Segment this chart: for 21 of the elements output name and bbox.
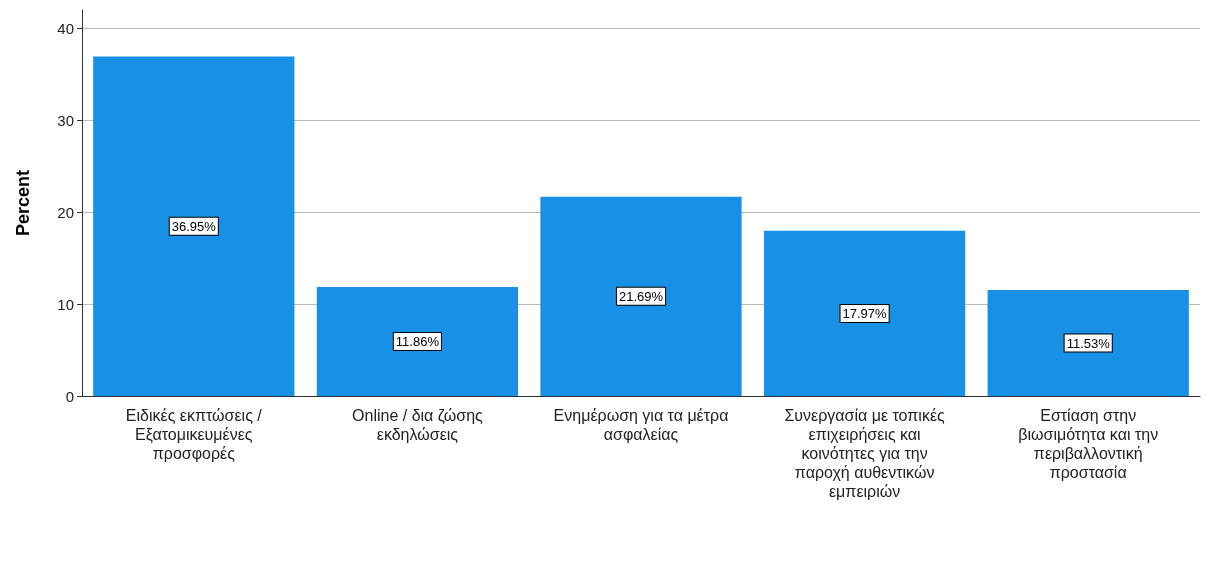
data-label: 36.95% xyxy=(171,218,217,234)
y-tick-label: 10 xyxy=(57,295,74,313)
bar xyxy=(540,196,742,396)
x-tick-label: Online / δια ζώσης εκδηλώσεις xyxy=(352,407,484,443)
bar xyxy=(93,56,295,396)
y-axis-title: Percent xyxy=(13,169,33,237)
bar xyxy=(763,230,966,396)
data-label: 21.69% xyxy=(618,288,664,304)
x-tick-label: Εστίαση στην βιωσιμότητα και την περιβαλλοντική προστασία xyxy=(1018,407,1159,481)
x-tick-label: Συνεργασία με τοπικές επιχειρήσεις και κοινότητες για την παροχή αυθεντικών εμπειριών xyxy=(784,407,946,500)
y-tick-label: 40 xyxy=(57,19,74,37)
x-tick-label: Ενημέρωση για τα μέτρα ασφαλείας xyxy=(553,407,729,443)
bar xyxy=(316,287,519,396)
data-label: 11.86% xyxy=(395,334,440,349)
bar xyxy=(987,290,1189,396)
y-tick-label: 30 xyxy=(57,111,74,129)
data-label: 17.97% xyxy=(842,305,888,321)
y-tick-label: 20 xyxy=(57,203,74,221)
y-tick-label: 0 xyxy=(65,387,74,405)
x-tick-label: Ειδικές εκπτώσεις / Εξατομικευμένες προσφορές xyxy=(125,407,263,462)
data-label: 11.53% xyxy=(1066,335,1111,351)
